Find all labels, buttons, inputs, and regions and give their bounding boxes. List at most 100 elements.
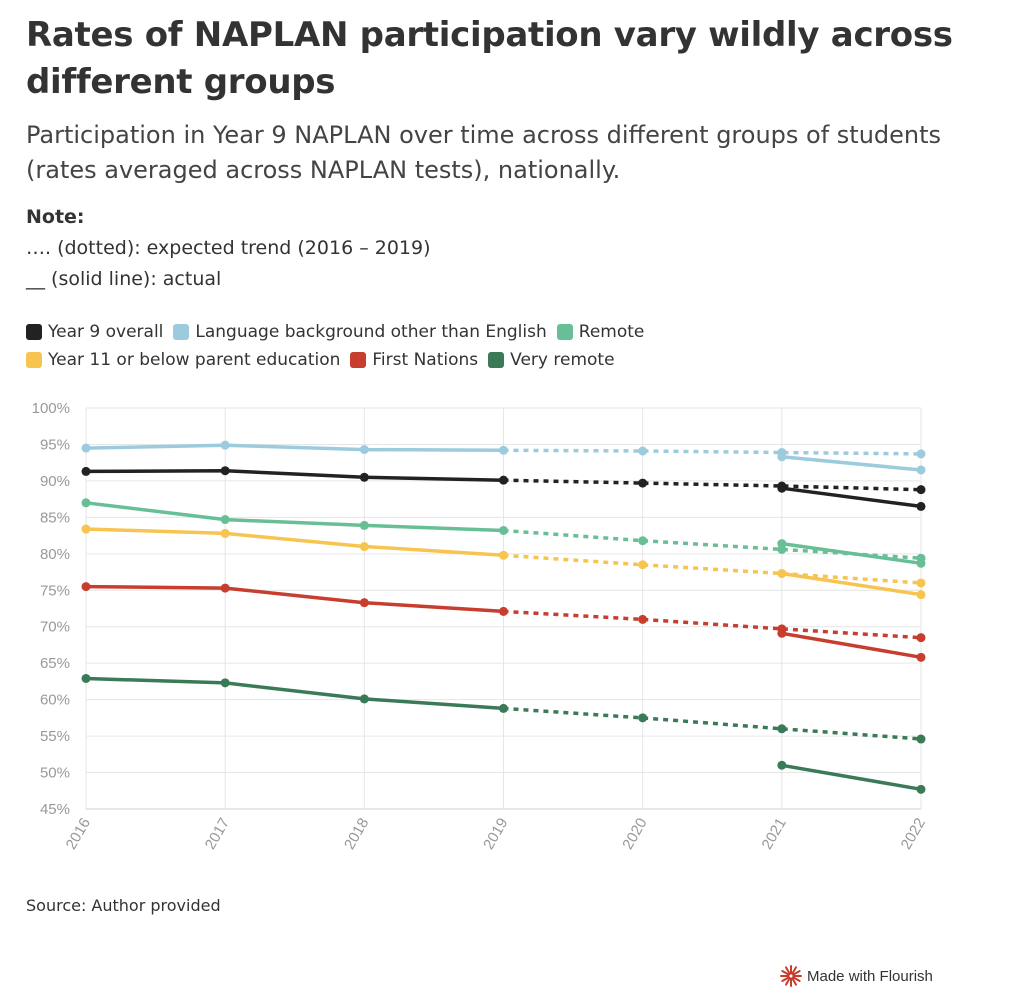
made-with-flourish-link[interactable]: Made with Flourish	[780, 965, 933, 987]
actual-point	[777, 539, 787, 549]
y-tick-label: 45%	[40, 801, 70, 818]
legend-row: Year 9 overall Language background other…	[26, 318, 926, 346]
legend-swatch	[488, 352, 505, 368]
expected-trend-line	[503, 553, 922, 585]
expected-point	[638, 446, 648, 456]
actual-line	[780, 541, 923, 566]
legend-swatch	[556, 324, 573, 340]
expected-point	[916, 449, 926, 459]
actual-point	[916, 558, 926, 568]
actual-line	[84, 527, 506, 558]
actual-line	[780, 571, 923, 597]
actual-line	[84, 676, 506, 711]
actual-point	[81, 524, 91, 534]
legend-row: Year 11 or below parent education First …	[26, 346, 926, 374]
legend-label: Remote	[578, 322, 645, 342]
actual-line	[84, 584, 506, 614]
actual-point	[916, 784, 926, 794]
expected-point	[638, 536, 648, 546]
y-tick-label: 80%	[40, 546, 70, 563]
actual-point	[916, 652, 926, 662]
actual-point	[220, 528, 230, 538]
note-block: Note: …. (dotted): expected trend (2016 …	[26, 202, 926, 295]
x-tick-label: 2018	[341, 815, 372, 852]
flourish-burst-icon	[780, 965, 802, 987]
y-tick-label: 60%	[40, 692, 70, 709]
actual-point	[499, 525, 508, 535]
expected-point	[916, 734, 926, 744]
actual-point	[359, 542, 369, 552]
expected-point	[638, 560, 648, 570]
actual-point	[777, 628, 787, 638]
actual-line	[84, 468, 506, 482]
x-tick-label: 2016	[63, 815, 94, 852]
actual-line	[780, 486, 923, 509]
actual-point	[359, 520, 369, 530]
made-with-flourish-label: Made with Flourish	[807, 967, 933, 985]
expected-point	[638, 713, 648, 723]
y-tick-label: 90%	[40, 473, 70, 490]
actual-point	[777, 452, 787, 462]
actual-point	[499, 445, 508, 455]
legend-swatch	[26, 352, 42, 368]
actual-point	[499, 606, 508, 616]
expected-point	[777, 724, 787, 734]
expected-point	[638, 478, 648, 488]
actual-point	[499, 550, 508, 560]
y-tick-label: 65%	[40, 655, 70, 672]
y-tick-label: 55%	[40, 728, 70, 745]
expected-point	[916, 485, 926, 495]
actual-point	[777, 569, 787, 579]
expected-trend-line	[503, 478, 922, 492]
line-chart: 100%95%90%85%80%75%70%65%60%55%50%45%201…	[32, 400, 929, 853]
actual-line	[780, 763, 923, 792]
expected-point	[916, 633, 926, 643]
expected-point	[916, 578, 926, 588]
x-tick-label: 2019	[480, 815, 511, 852]
actual-point	[777, 483, 787, 493]
actual-line	[780, 631, 923, 660]
y-tick-label: 95%	[40, 436, 70, 453]
legend-item-year9-overall[interactable]: Year 9 overall	[26, 322, 163, 342]
expected-trend-line	[503, 448, 922, 456]
note-heading: Note:	[26, 206, 85, 228]
actual-point	[359, 694, 369, 704]
note-solid: __ (solid line): actual	[26, 268, 222, 290]
source-note: Source: Author provided	[26, 896, 221, 915]
chart-subtitle: Participation in Year 9 NAPLAN over time…	[26, 121, 942, 184]
legend-label: Language background other than English	[195, 322, 547, 342]
legend-label: First Nations	[372, 350, 479, 370]
chart-title: Rates of NAPLAN participation vary wildl…	[26, 15, 953, 102]
actual-point	[81, 673, 91, 683]
note-dotted: …. (dotted): expected trend (2016 – 2019…	[26, 237, 431, 259]
actual-point	[916, 465, 926, 475]
x-tick-label: 2020	[619, 815, 650, 852]
actual-point	[220, 515, 230, 525]
legend-item-first-nations[interactable]: First Nations	[350, 350, 478, 370]
legend-swatch	[173, 324, 190, 340]
actual-point	[81, 443, 91, 453]
legend-label: Year 9 overall	[48, 322, 164, 342]
actual-point	[220, 583, 230, 593]
actual-point	[777, 760, 787, 770]
legend-swatch	[350, 352, 367, 368]
legend-item-remote[interactable]: Remote	[556, 322, 645, 342]
actual-point	[359, 598, 369, 608]
actual-point	[499, 703, 508, 713]
legend-item-parent-education[interactable]: Year 11 or below parent education	[26, 350, 340, 370]
actual-point	[220, 440, 230, 450]
actual-point	[81, 582, 91, 592]
legend: Year 9 overall Language background other…	[26, 318, 926, 374]
legend-item-lbote[interactable]: Language background other than English	[173, 322, 547, 342]
y-tick-label: 50%	[40, 765, 70, 782]
actual-line	[84, 443, 506, 453]
actual-point	[916, 590, 926, 600]
y-tick-label: 70%	[40, 619, 70, 636]
y-tick-label: 75%	[40, 582, 70, 599]
x-tick-label: 2017	[202, 815, 233, 852]
actual-point	[81, 466, 91, 476]
legend-label: Year 11 or below parent education	[48, 350, 341, 370]
legend-label: Very remote	[510, 350, 615, 370]
actual-point	[359, 472, 369, 482]
legend-item-very-remote[interactable]: Very remote	[488, 350, 615, 370]
